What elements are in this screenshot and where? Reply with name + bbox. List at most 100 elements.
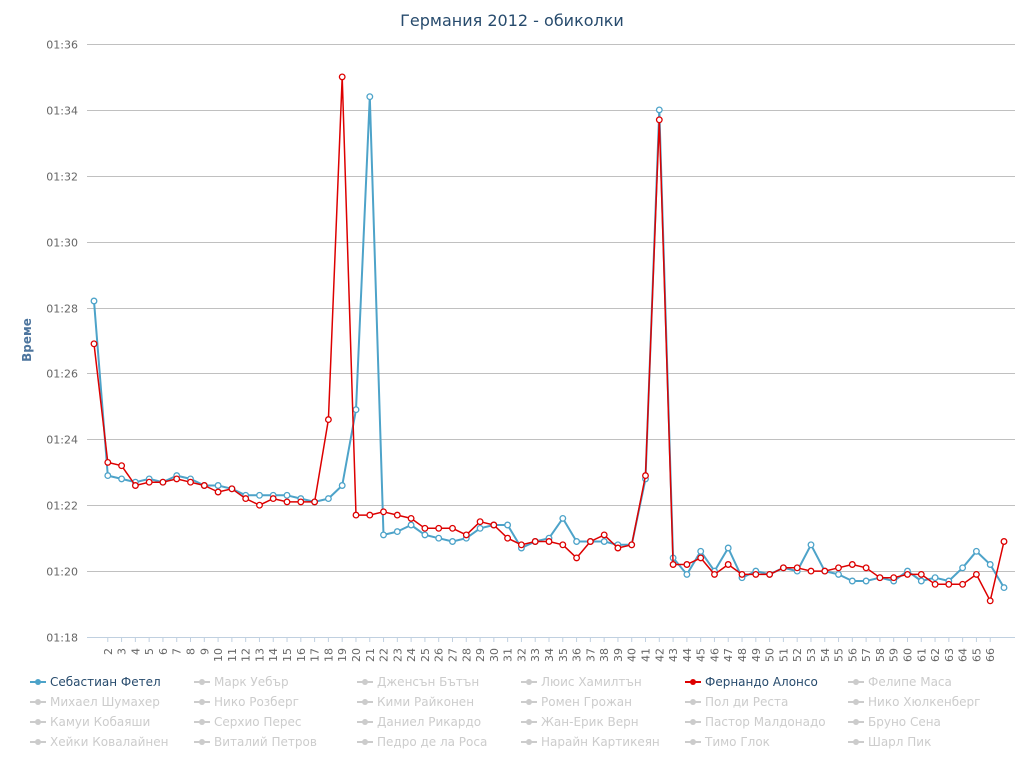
- data-point[interactable]: [683, 561, 691, 568]
- data-point[interactable]: [986, 597, 994, 605]
- data-point[interactable]: [724, 544, 732, 552]
- data-point[interactable]: [614, 544, 622, 552]
- data-point[interactable]: [959, 580, 967, 588]
- data-point[interactable]: [683, 570, 691, 578]
- data-point[interactable]: [435, 534, 443, 542]
- data-point[interactable]: [959, 564, 967, 572]
- data-point[interactable]: [697, 554, 705, 562]
- data-point[interactable]: [1000, 538, 1008, 545]
- data-point[interactable]: [352, 406, 360, 414]
- data-point[interactable]: [986, 561, 994, 568]
- data-point[interactable]: [214, 488, 222, 496]
- data-point[interactable]: [531, 538, 539, 545]
- data-point[interactable]: [476, 524, 484, 532]
- data-point[interactable]: [366, 93, 374, 101]
- data-point[interactable]: [311, 498, 319, 506]
- data-point[interactable]: [890, 574, 898, 582]
- data-point[interactable]: [504, 521, 512, 529]
- data-point[interactable]: [945, 580, 953, 588]
- data-point[interactable]: [848, 561, 856, 568]
- data-point[interactable]: [559, 514, 567, 522]
- data-point[interactable]: [421, 524, 429, 532]
- data-point[interactable]: [600, 538, 608, 545]
- data-point[interactable]: [586, 538, 594, 545]
- data-point[interactable]: [118, 475, 126, 483]
- data-point[interactable]: [573, 554, 581, 562]
- data-point[interactable]: [793, 564, 801, 572]
- data-point[interactable]: [90, 340, 98, 348]
- data-point[interactable]: [435, 524, 443, 532]
- data-point[interactable]: [283, 498, 291, 506]
- data-point[interactable]: [173, 475, 181, 483]
- data-point[interactable]: [738, 570, 746, 578]
- data-point[interactable]: [393, 528, 401, 536]
- data-point[interactable]: [862, 564, 870, 572]
- data-point[interactable]: [324, 495, 332, 503]
- data-point[interactable]: [559, 541, 567, 549]
- data-point[interactable]: [779, 564, 787, 572]
- data-point[interactable]: [338, 482, 346, 489]
- data-point[interactable]: [462, 531, 470, 539]
- data-point[interactable]: [104, 472, 112, 480]
- data-point[interactable]: [490, 521, 498, 529]
- data-point[interactable]: [697, 547, 705, 555]
- data-point[interactable]: [862, 577, 870, 585]
- data-point[interactable]: [242, 495, 250, 503]
- data-point[interactable]: [724, 561, 732, 568]
- data-point[interactable]: [545, 538, 553, 545]
- data-point[interactable]: [807, 541, 815, 549]
- data-point[interactable]: [821, 567, 829, 575]
- data-point[interactable]: [283, 491, 291, 499]
- data-point[interactable]: [573, 538, 581, 545]
- data-point[interactable]: [1000, 584, 1008, 592]
- data-point[interactable]: [807, 567, 815, 575]
- data-point[interactable]: [269, 495, 277, 503]
- data-point[interactable]: [917, 577, 925, 585]
- data-point[interactable]: [711, 570, 718, 578]
- data-point[interactable]: [931, 574, 939, 582]
- data-point[interactable]: [366, 511, 374, 519]
- data-point[interactable]: [145, 478, 153, 486]
- data-point[interactable]: [931, 580, 939, 588]
- data-point[interactable]: [352, 511, 360, 519]
- data-point[interactable]: [972, 547, 980, 555]
- data-point[interactable]: [393, 511, 401, 519]
- data-point[interactable]: [256, 491, 263, 499]
- data-point[interactable]: [159, 478, 167, 486]
- data-point[interactable]: [449, 524, 456, 532]
- data-point[interactable]: [324, 416, 332, 424]
- data-point[interactable]: [228, 485, 236, 493]
- data-point[interactable]: [256, 501, 263, 509]
- data-point[interactable]: [449, 538, 456, 545]
- data-point[interactable]: [131, 482, 139, 489]
- data-point[interactable]: [835, 564, 842, 572]
- data-point[interactable]: [752, 570, 760, 578]
- data-point[interactable]: [904, 570, 911, 578]
- data-point[interactable]: [655, 106, 663, 114]
- data-point[interactable]: [504, 534, 512, 542]
- data-point[interactable]: [407, 514, 415, 522]
- data-point[interactable]: [517, 541, 525, 549]
- data-point[interactable]: [848, 577, 856, 585]
- data-point[interactable]: [407, 521, 415, 529]
- data-point[interactable]: [642, 472, 649, 480]
- data-point[interactable]: [628, 541, 636, 549]
- data-point[interactable]: [118, 462, 126, 470]
- data-point[interactable]: [669, 561, 677, 568]
- data-point[interactable]: [214, 482, 222, 489]
- data-point[interactable]: [876, 574, 884, 582]
- data-point[interactable]: [600, 531, 608, 539]
- data-point[interactable]: [421, 531, 429, 539]
- data-point[interactable]: [655, 116, 663, 124]
- data-point[interactable]: [476, 518, 484, 526]
- data-point[interactable]: [90, 297, 98, 305]
- data-point[interactable]: [380, 508, 387, 516]
- data-point[interactable]: [972, 570, 980, 578]
- data-point[interactable]: [187, 478, 194, 486]
- data-point[interactable]: [104, 458, 112, 466]
- data-point[interactable]: [917, 570, 925, 578]
- data-point[interactable]: [297, 498, 305, 506]
- data-point[interactable]: [380, 531, 387, 539]
- data-point[interactable]: [766, 570, 774, 578]
- data-point[interactable]: [338, 73, 346, 81]
